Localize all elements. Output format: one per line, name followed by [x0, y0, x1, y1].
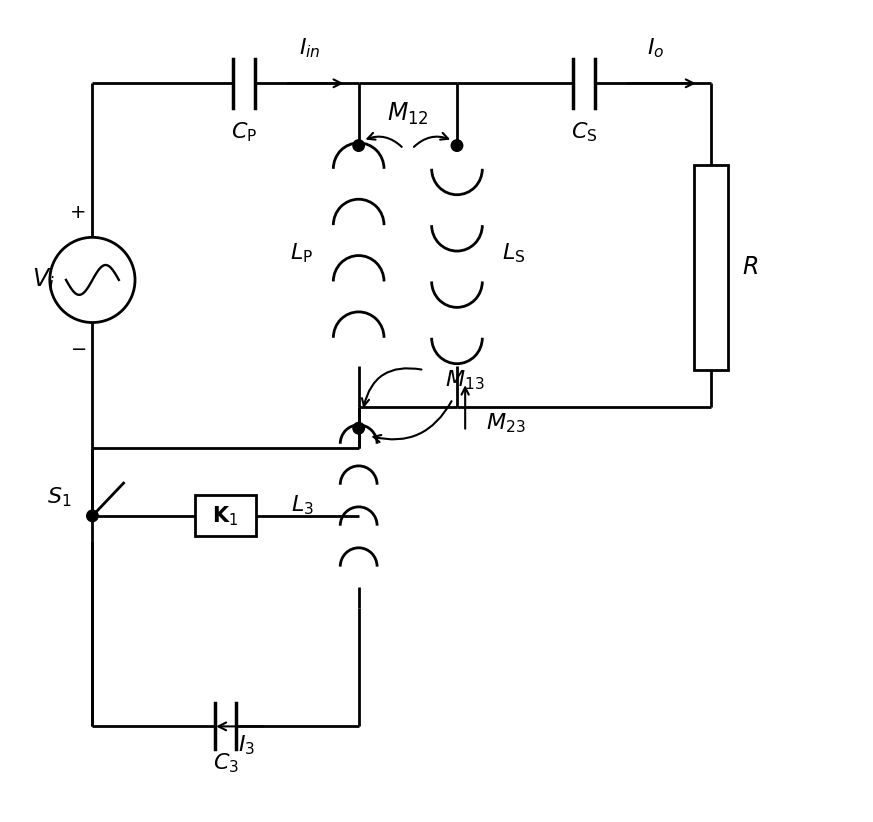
- Text: $I_{in}$: $I_{in}$: [299, 37, 320, 60]
- Text: $-$: $-$: [70, 338, 86, 357]
- Text: $S_1$: $S_1$: [47, 485, 72, 509]
- Circle shape: [353, 140, 364, 151]
- Text: $M_{13}$: $M_{13}$: [444, 368, 485, 391]
- Bar: [195, 496, 257, 536]
- Circle shape: [451, 140, 463, 151]
- Text: $I_o$: $I_o$: [647, 37, 664, 60]
- Text: $C_{\mathsf{P}}$: $C_{\mathsf{P}}$: [230, 120, 258, 144]
- Text: $V_i$: $V_i$: [32, 267, 55, 293]
- Text: $L_{\mathsf{S}}$: $L_{\mathsf{S}}$: [502, 242, 526, 266]
- Circle shape: [353, 423, 364, 434]
- Text: $I_3$: $I_3$: [237, 733, 255, 756]
- Text: $R$: $R$: [742, 256, 759, 279]
- Text: $+$: $+$: [70, 203, 86, 222]
- Bar: [694, 165, 728, 370]
- Text: $L_3$: $L_3$: [291, 493, 313, 517]
- Text: $M_{12}$: $M_{12}$: [387, 100, 429, 127]
- Text: $\mathbf{K}_1$: $\mathbf{K}_1$: [212, 504, 238, 528]
- Text: $C_3$: $C_3$: [212, 751, 238, 774]
- Circle shape: [86, 510, 98, 522]
- Text: $M_{23}$: $M_{23}$: [485, 412, 526, 435]
- Text: $L_{\mathsf{P}}$: $L_{\mathsf{P}}$: [291, 242, 313, 266]
- Text: $C_{\mathsf{S}}$: $C_{\mathsf{S}}$: [571, 120, 597, 144]
